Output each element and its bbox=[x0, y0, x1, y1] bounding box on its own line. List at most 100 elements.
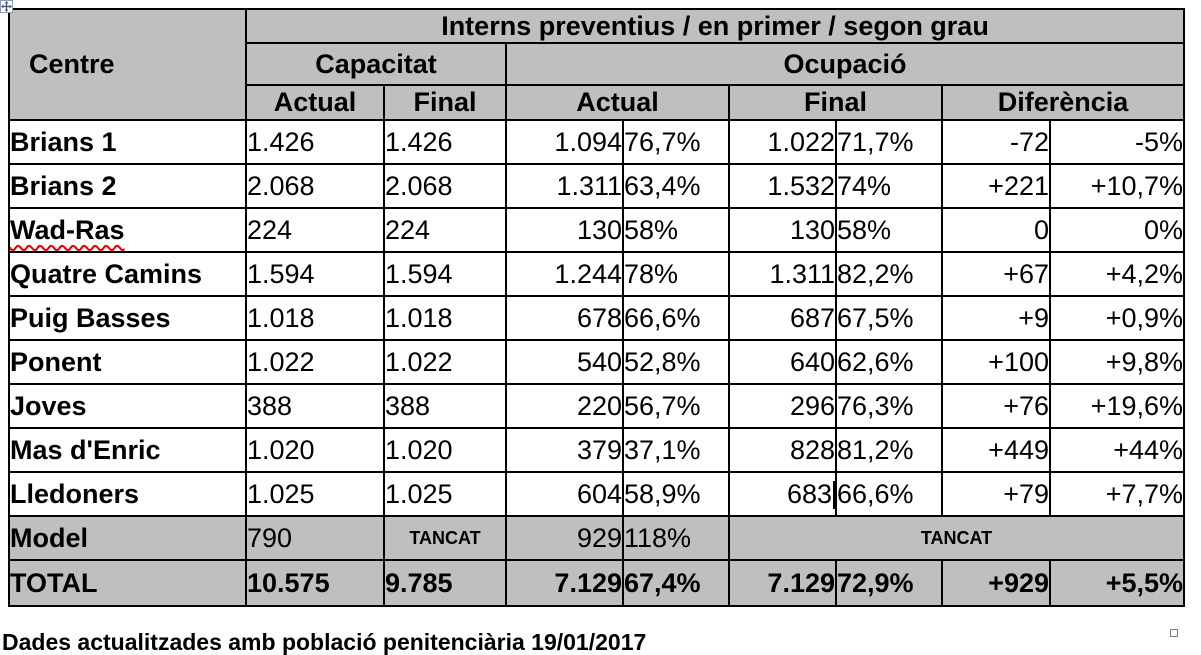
cell-ocupacio-actual-n[interactable]: 220 bbox=[505, 383, 624, 429]
cell-ocupacio-actual-n[interactable]: 379 bbox=[505, 427, 624, 473]
cell-capacitat-final[interactable]: 1.594 bbox=[383, 251, 507, 297]
header-ocupacio-final[interactable]: Final bbox=[728, 84, 943, 121]
cell-capacitat-actual[interactable]: 388 bbox=[245, 383, 385, 429]
cell-ocupacio-actual-n[interactable]: 7.129 bbox=[505, 559, 624, 607]
cell-ocupacio-actual-n[interactable]: 1.094 bbox=[505, 119, 624, 165]
cell-ocupacio-final-pct[interactable]: 62,6% bbox=[835, 339, 943, 385]
cell-centre[interactable]: Model bbox=[8, 515, 247, 561]
cell-ocupacio-actual-n[interactable]: 1.244 bbox=[505, 251, 624, 297]
cell-capacitat-final[interactable]: 1.020 bbox=[383, 427, 507, 473]
cell-centre[interactable]: Quatre Camins bbox=[8, 251, 247, 297]
cell-capacitat-final[interactable]: 1.018 bbox=[383, 295, 507, 341]
cell-centre[interactable]: Joves bbox=[8, 383, 247, 429]
cell-ocupacio-actual-pct[interactable]: 52,8% bbox=[622, 339, 730, 385]
cell-ocupacio-actual-pct[interactable]: 67,4% bbox=[622, 559, 730, 607]
cell-capacitat-actual[interactable]: 2.068 bbox=[245, 163, 385, 209]
cell-capacitat-actual[interactable]: 790 bbox=[245, 515, 385, 561]
cell-ocupacio-final-n[interactable]: 130 bbox=[728, 207, 837, 253]
cell-ocupacio-final-pct[interactable]: 72,9% bbox=[835, 559, 943, 607]
cell-centre[interactable]: Wad-Ras bbox=[8, 207, 247, 253]
cell-capacitat-actual[interactable]: 1.018 bbox=[245, 295, 385, 341]
cell-capacitat-actual[interactable]: 1.022 bbox=[245, 339, 385, 385]
cell-capacitat-actual[interactable]: 1.594 bbox=[245, 251, 385, 297]
cell-ocupacio-final-n[interactable]: 828 bbox=[728, 427, 837, 473]
cell-capacitat-final[interactable]: 2.068 bbox=[383, 163, 507, 209]
footer-note[interactable]: Dades actualitzades amb població peniten… bbox=[2, 629, 647, 655]
cell-capacitat-actual[interactable]: 224 bbox=[245, 207, 385, 253]
cell-diferencia-n[interactable]: +67 bbox=[941, 251, 1051, 297]
cell-ocupacio-actual-pct[interactable]: 78% bbox=[622, 251, 730, 297]
cell-ocupacio-actual-pct[interactable]: 76,7% bbox=[622, 119, 730, 165]
cell-ocupacio-final-pct[interactable]: 58% bbox=[835, 207, 943, 253]
cell-ocupacio-actual-n[interactable]: 604 bbox=[505, 471, 624, 517]
cell-diferencia-n[interactable]: +79 bbox=[941, 471, 1051, 517]
cell-ocupacio-actual-n[interactable]: 1.311 bbox=[505, 163, 624, 209]
cell-ocupacio-final-n[interactable]: 1.311 bbox=[728, 251, 837, 297]
cell-capacitat-final-tancat[interactable]: TANCAT bbox=[383, 515, 507, 561]
cell-ocupacio-final-n[interactable]: 296 bbox=[728, 383, 837, 429]
header-title[interactable]: Interns preventius / en primer / segon g… bbox=[244, 8, 1186, 44]
cell-diferencia-n[interactable]: -72 bbox=[941, 119, 1051, 165]
cell-centre[interactable]: TOTAL bbox=[8, 559, 247, 607]
cell-diferencia-pct[interactable]: +5,5% bbox=[1048, 559, 1186, 607]
cell-capacitat-final[interactable]: 9.785 bbox=[383, 559, 507, 607]
cell-centre[interactable]: Brians 2 bbox=[8, 163, 247, 209]
cell-capacitat-final[interactable]: 1.022 bbox=[383, 339, 507, 385]
cell-ocupacio-actual-pct[interactable]: 58% bbox=[622, 207, 730, 253]
cell-ocupacio-final-n[interactable]: 7.129 bbox=[728, 559, 837, 607]
cell-ocupacio-final-pct[interactable]: 82,2% bbox=[835, 251, 943, 297]
cell-ocupacio-actual-pct[interactable]: 66,6% bbox=[622, 295, 730, 341]
cell-ocupacio-actual-pct[interactable]: 118% bbox=[622, 515, 730, 561]
header-capacitat[interactable]: Capacitat bbox=[245, 42, 507, 86]
cell-ocupacio-final-n[interactable]: 1.532 bbox=[728, 163, 837, 209]
cell-centre[interactable]: Ponent bbox=[8, 339, 247, 385]
cell-capacitat-final[interactable]: 1.025 bbox=[383, 471, 507, 517]
cell-diferencia-n[interactable]: +9 bbox=[941, 295, 1051, 341]
table-move-handle-icon[interactable] bbox=[0, 0, 13, 13]
cell-ocupacio-final-pct[interactable]: 71,7% bbox=[835, 119, 943, 165]
cell-ocupacio-final-n[interactable]: 640 bbox=[728, 339, 837, 385]
cell-ocupacio-final-pct[interactable]: 76,3% bbox=[835, 383, 943, 429]
cell-ocupacio-actual-n[interactable]: 929 bbox=[505, 515, 624, 561]
cell-ocupacio-actual-pct[interactable]: 63,4% bbox=[622, 163, 730, 209]
cell-diferencia-n[interactable]: +76 bbox=[941, 383, 1051, 429]
cell-capacitat-actual[interactable]: 1.426 bbox=[245, 119, 385, 165]
cell-ocupacio-actual-n[interactable]: 540 bbox=[505, 339, 624, 385]
header-ocupacio-actual[interactable]: Actual bbox=[505, 84, 730, 121]
cell-ocupacio-actual-n[interactable]: 130 bbox=[505, 207, 624, 253]
header-centre[interactable]: Centre bbox=[8, 8, 247, 121]
cell-centre[interactable]: Brians 1 bbox=[8, 119, 247, 165]
cell-diferencia-n[interactable]: +449 bbox=[941, 427, 1051, 473]
cell-ocupacio-final-n[interactable]: 687 bbox=[728, 295, 837, 341]
cell-diferencia-pct[interactable]: 0% bbox=[1048, 207, 1186, 253]
header-ocupacio[interactable]: Ocupació bbox=[504, 42, 1186, 86]
cell-diferencia-pct[interactable]: +4,2% bbox=[1048, 251, 1186, 297]
header-capacitat-actual[interactable]: Actual bbox=[245, 84, 385, 121]
cell-capacitat-actual[interactable]: 1.025 bbox=[245, 471, 385, 517]
table-resize-handle[interactable] bbox=[1170, 629, 1178, 637]
cell-diferencia-n[interactable]: +929 bbox=[941, 559, 1051, 607]
cell-centre[interactable]: Lledoners bbox=[8, 471, 247, 517]
cell-ocupacio-final-n[interactable]: 1.022 bbox=[728, 119, 837, 165]
cell-diferencia-n[interactable]: +100 bbox=[941, 339, 1051, 385]
cell-diferencia-n[interactable]: +221 bbox=[941, 163, 1051, 209]
cell-capacitat-actual[interactable]: 10.575 bbox=[245, 559, 385, 607]
cell-tancat-merged[interactable]: TANCAT bbox=[727, 515, 1186, 561]
cell-ocupacio-actual-pct[interactable]: 58,9% bbox=[622, 471, 730, 517]
cell-diferencia-pct[interactable]: +9,8% bbox=[1048, 339, 1186, 385]
cell-ocupacio-final-pct[interactable]: 67,5% bbox=[835, 295, 943, 341]
cell-ocupacio-final-pct[interactable]: 74% bbox=[835, 163, 943, 209]
cell-diferencia-pct[interactable]: +19,6% bbox=[1048, 383, 1186, 429]
cell-diferencia-pct[interactable]: +10,7% bbox=[1048, 163, 1186, 209]
cell-centre[interactable]: Puig Basses bbox=[8, 295, 247, 341]
cell-capacitat-final[interactable]: 388 bbox=[383, 383, 507, 429]
cell-capacitat-final[interactable]: 1.426 bbox=[383, 119, 507, 165]
cell-centre[interactable]: Mas d'Enric bbox=[8, 427, 247, 473]
cell-diferencia-n[interactable]: 0 bbox=[941, 207, 1051, 253]
cell-capacitat-actual[interactable]: 1.020 bbox=[245, 427, 385, 473]
cell-ocupacio-final-pct[interactable]: 81,2% bbox=[835, 427, 943, 473]
cell-ocupacio-actual-pct[interactable]: 37,1% bbox=[622, 427, 730, 473]
header-diferencia[interactable]: Diferència bbox=[940, 84, 1186, 121]
cell-ocupacio-final-pct[interactable]: 66,6% bbox=[835, 471, 943, 517]
cell-diferencia-pct[interactable]: +7,7% bbox=[1048, 471, 1186, 517]
